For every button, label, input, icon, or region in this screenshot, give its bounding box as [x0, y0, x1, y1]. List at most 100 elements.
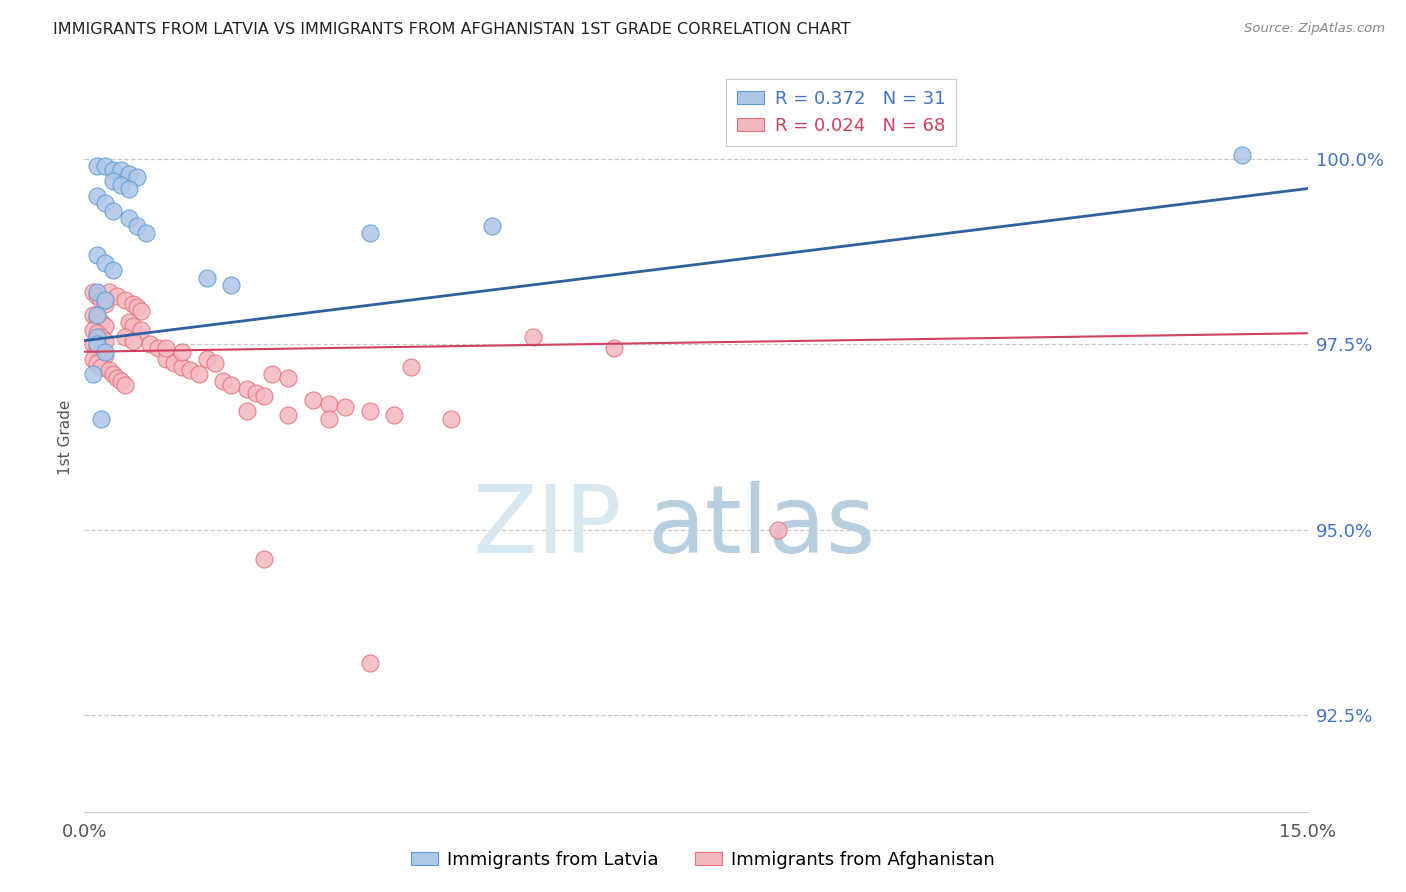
Point	[90, 315, 112, 329]
Point	[86, 330, 108, 344]
Point	[82, 352, 104, 367]
Point	[127, 170, 149, 185]
Point	[86, 289, 108, 303]
Point	[481, 219, 503, 233]
Point	[97, 285, 120, 300]
Point	[114, 330, 136, 344]
Point	[86, 341, 108, 355]
Point	[90, 330, 112, 344]
Point	[219, 378, 242, 392]
Point	[260, 367, 283, 381]
Point	[359, 404, 381, 418]
Point	[82, 285, 104, 300]
Point	[359, 226, 381, 240]
Point	[277, 408, 299, 422]
Point	[105, 370, 128, 384]
Point	[359, 657, 381, 671]
Point	[277, 370, 299, 384]
Point	[93, 256, 115, 270]
Point	[318, 411, 340, 425]
Point	[236, 404, 259, 418]
Point	[93, 344, 115, 359]
Point	[90, 359, 112, 374]
Point	[131, 304, 153, 318]
Y-axis label: 1st Grade: 1st Grade	[58, 400, 73, 475]
Text: IMMIGRANTS FROM LATVIA VS IMMIGRANTS FROM AFGHANISTAN 1ST GRADE CORRELATION CHAR: IMMIGRANTS FROM LATVIA VS IMMIGRANTS FRO…	[53, 22, 851, 37]
Point	[114, 293, 136, 307]
Point	[187, 367, 209, 381]
Point	[172, 344, 194, 359]
Point	[195, 352, 218, 367]
Point	[93, 293, 115, 307]
Point	[603, 341, 626, 355]
Point	[118, 181, 141, 195]
Point	[110, 178, 132, 192]
Text: atlas: atlas	[647, 481, 876, 573]
Point	[382, 408, 405, 422]
Point	[93, 349, 115, 363]
Point	[90, 293, 112, 307]
Point	[110, 163, 132, 178]
Point	[138, 337, 160, 351]
Point	[172, 359, 194, 374]
Point	[118, 315, 141, 329]
Point	[82, 322, 104, 336]
Point	[766, 523, 789, 537]
Point	[318, 397, 340, 411]
Point	[440, 411, 463, 425]
Point	[118, 211, 141, 226]
Point	[135, 226, 157, 240]
Point	[86, 337, 108, 351]
Point	[127, 219, 149, 233]
Point	[101, 367, 124, 381]
Point	[122, 318, 145, 333]
Point	[155, 341, 177, 355]
Point	[93, 318, 115, 333]
Point	[86, 311, 108, 326]
Point	[105, 289, 128, 303]
Point	[93, 159, 115, 173]
Point	[82, 308, 104, 322]
Text: Source: ZipAtlas.com: Source: ZipAtlas.com	[1244, 22, 1385, 36]
Point	[155, 352, 177, 367]
Point	[93, 334, 115, 348]
Point	[522, 330, 544, 344]
Point	[399, 359, 422, 374]
Text: ZIP: ZIP	[472, 481, 623, 573]
Point	[82, 367, 104, 381]
Point	[101, 203, 124, 218]
Point	[236, 382, 259, 396]
Point	[114, 378, 136, 392]
Point	[86, 326, 108, 341]
Point	[219, 278, 242, 293]
Point	[212, 375, 235, 389]
Point	[101, 174, 124, 188]
Point	[335, 401, 357, 415]
Point	[179, 363, 201, 377]
Point	[195, 270, 218, 285]
Point	[86, 356, 108, 370]
Point	[97, 363, 120, 377]
Point	[86, 189, 108, 203]
Point	[86, 248, 108, 262]
Point	[131, 322, 153, 336]
Point	[253, 389, 276, 403]
Point	[146, 341, 169, 355]
Point	[301, 392, 323, 407]
Point	[122, 334, 145, 348]
Legend: Immigrants from Latvia, Immigrants from Afghanistan: Immigrants from Latvia, Immigrants from …	[404, 844, 1002, 876]
Point	[1232, 148, 1254, 162]
Point	[127, 300, 149, 314]
Point	[86, 308, 108, 322]
Point	[110, 375, 132, 389]
Point	[118, 167, 141, 181]
Point	[204, 356, 226, 370]
Point	[163, 356, 186, 370]
Point	[86, 285, 108, 300]
Point	[86, 159, 108, 173]
Point	[93, 296, 115, 310]
Point	[253, 552, 276, 566]
Point	[122, 296, 145, 310]
Point	[82, 337, 104, 351]
Point	[90, 411, 112, 425]
